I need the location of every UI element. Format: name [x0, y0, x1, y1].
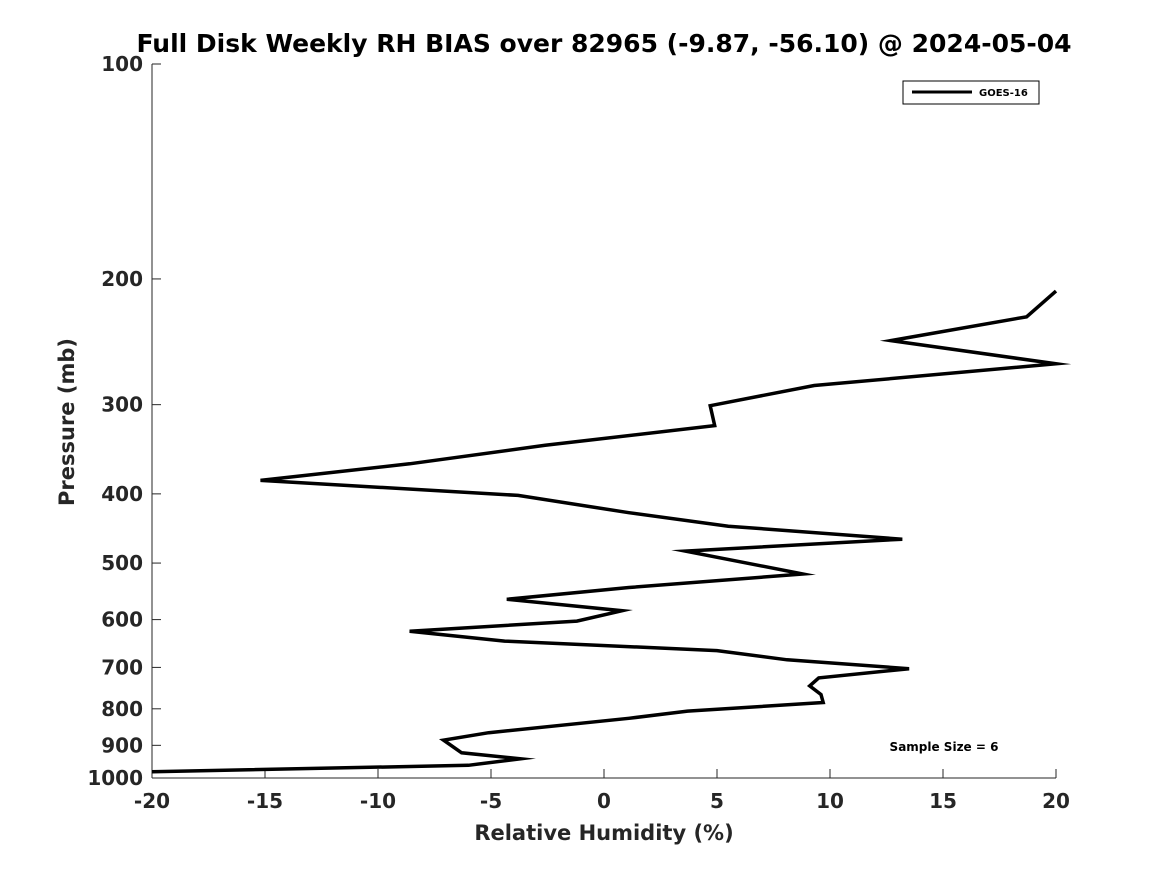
x-tick-label: -15 — [247, 789, 283, 813]
y-tick-label: 800 — [101, 697, 143, 721]
tick-marks — [151, 63, 1057, 779]
y-axis-label: Pressure (mb) — [55, 338, 79, 506]
y-tick-label: 200 — [101, 267, 143, 291]
sample-size-note: Sample Size = 6 — [890, 740, 999, 754]
y-tick-label: 400 — [101, 482, 143, 506]
chart-title: Full Disk Weekly RH BIAS over 82965 (-9.… — [136, 29, 1071, 58]
y-tick-label: 1000 — [87, 766, 143, 790]
series-layer — [151, 289, 1072, 774]
x-tick-label: -10 — [360, 789, 396, 813]
y-tick-label: 700 — [101, 655, 143, 679]
series-line-goes-16 — [151, 289, 1072, 774]
x-axis-label: Relative Humidity (%) — [474, 821, 733, 845]
x-tick-label: -20 — [134, 789, 170, 813]
x-tick-label: 0 — [597, 789, 611, 813]
x-tick-label: 5 — [710, 789, 724, 813]
axes: -20 -15 -10 -5 0 5 10 15 20 100 200 300 400 500 600 700… — [87, 52, 1070, 813]
legend: GOES-16 — [902, 80, 1040, 105]
x-tick-label: 20 — [1042, 789, 1070, 813]
y-tick-label: 100 — [101, 52, 143, 76]
x-tick-label: 10 — [816, 789, 844, 813]
y-tick-label: 300 — [101, 393, 143, 417]
legend-label-goes-16: GOES-16 — [979, 88, 1028, 99]
x-tick-label: 15 — [929, 789, 957, 813]
y-tick-label: 600 — [101, 608, 143, 632]
y-tick-label: 500 — [101, 551, 143, 575]
x-tick-label: -5 — [480, 789, 502, 813]
y-tick-label: 900 — [101, 733, 143, 757]
